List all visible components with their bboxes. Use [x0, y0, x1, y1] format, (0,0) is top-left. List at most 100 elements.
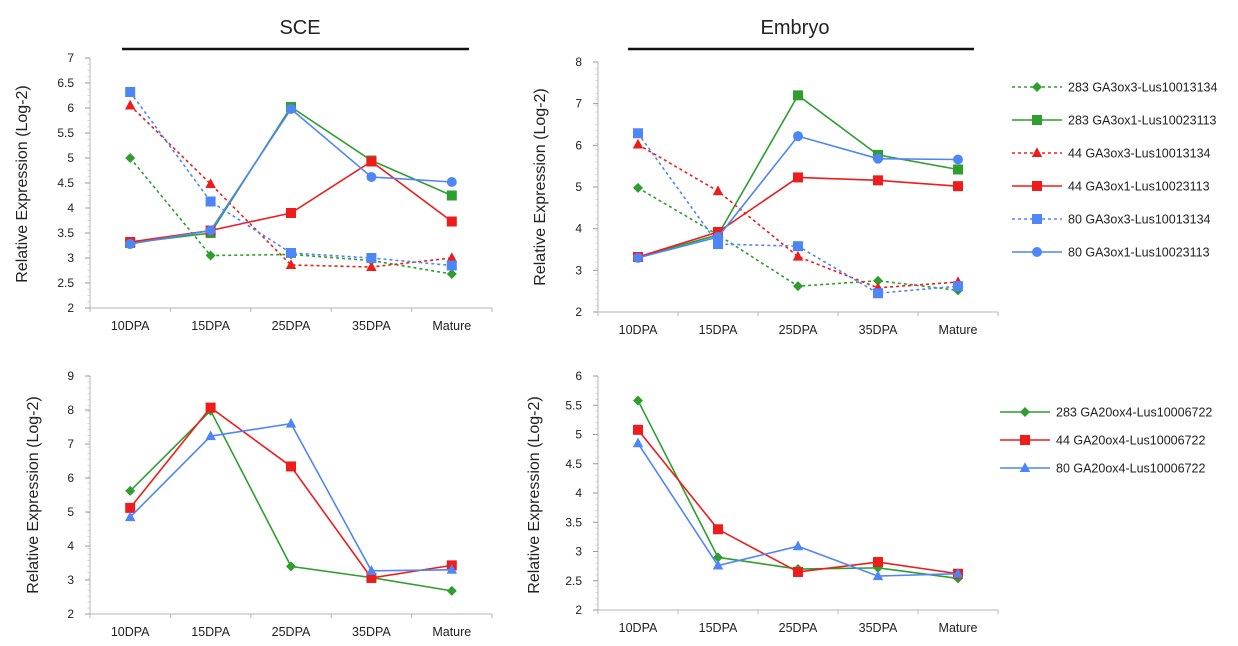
- sce-bottom-data-point: [286, 461, 296, 472]
- embryo-bottom-ylabel: Relative Expression (Log-2): [526, 396, 543, 593]
- embryo-bottom-x-tick-label: 35DPA: [859, 621, 898, 635]
- embryo-bottom-y-tick-label: 4: [575, 486, 582, 500]
- embryo-bottom-series-0: [633, 395, 963, 584]
- legend-marker: [1032, 181, 1042, 191]
- legend-entry: 80 GA20ox4-Lus10006722: [1000, 462, 1205, 476]
- sce-bottom-x-tick-label: Mature: [432, 625, 471, 639]
- sce-top-data-point: [446, 177, 457, 187]
- embryo-bottom-data-point: [633, 424, 643, 435]
- embryo-bottom-y-tick-label: 2: [575, 603, 582, 617]
- legend-entry: 44 GA20ox4-Lus10006722: [1000, 434, 1205, 448]
- sce-top-data-point: [125, 87, 136, 97]
- legend-marker: [1020, 435, 1030, 445]
- legend-entry: 283 GA20ox4-Lus10006722: [1000, 406, 1212, 420]
- sce-top-data-point: [205, 225, 216, 236]
- sce-top-data-point: [124, 99, 136, 110]
- embryo-top-data-point: [792, 250, 804, 261]
- embryo-top-series-line: [637, 187, 959, 292]
- sce-top-x-tick-label: Mature: [432, 319, 471, 333]
- embryo-top-data-point: [793, 172, 803, 183]
- embryo-top-x-tick-label: 25DPA: [779, 323, 818, 337]
- legend-entry: 283 GA3ox3-Lus10013134: [1012, 81, 1217, 95]
- sce-top-data-point: [446, 260, 457, 271]
- legend-top: 283 GA3ox3-Lus10013134 283 GA3ox1-Lus1002…: [1012, 81, 1217, 260]
- embryo-top-data-point: [873, 153, 883, 164]
- legend-entry: 44 GA3ox1-Lus10023113: [1012, 180, 1210, 194]
- sce-top-series-line: [129, 91, 452, 267]
- legend-label: 80 GA3ox1-Lus10023113: [1068, 246, 1210, 260]
- embryo-bottom-data-point: [952, 567, 964, 578]
- embryo-top-series-line: [637, 143, 959, 289]
- legend-marker: [1032, 82, 1042, 92]
- sce-bottom-data-point: [124, 511, 136, 522]
- embryo-top-data-point: [793, 281, 803, 292]
- embryo-bottom-x-tick-label: 15DPA: [699, 621, 738, 635]
- sce-bottom-data-point: [366, 565, 377, 575]
- embryo-top-series-line: [637, 135, 959, 259]
- embryo-top-data-point: [953, 154, 963, 165]
- embryo-top-data-point: [713, 232, 723, 242]
- embryo-bottom-series-2: [632, 437, 964, 581]
- sce-top-y-tick-label: 5.5: [57, 126, 74, 140]
- sce-bottom-plot: 2 3 4 5 6 7 8 9 10DPA 15DPA 25DPA 35DPA Mature: [67, 369, 493, 639]
- sce-top-x-tick-label: 10DPA: [111, 319, 150, 333]
- sce-top-x-tick-label: 25DPA: [272, 319, 311, 333]
- legend-marker: [1031, 147, 1043, 157]
- embryo-top-series-4: [633, 128, 963, 299]
- sce-top-data-point: [285, 259, 297, 269]
- sce-bottom-data-point: [446, 564, 458, 574]
- sce-top-data-point: [446, 252, 458, 262]
- sce-top-y-tick-label: 6: [67, 101, 74, 115]
- sce-top-y-tick-label: 6.5: [57, 76, 74, 90]
- legend-label: 283 GA3ox3-Lus10013134: [1068, 81, 1217, 95]
- legend-entry: 80 GA3ox3-Lus10013134: [1012, 213, 1211, 227]
- sce-title: SCE: [279, 17, 320, 39]
- embryo-top-ylabel: Relative Expression (Log-2): [532, 88, 549, 285]
- sce-bottom-y-tick-label: 6: [67, 471, 74, 485]
- sce-bottom-y-tick-label: 2: [67, 607, 74, 621]
- sce-bottom-y-tick-label: 8: [67, 403, 74, 417]
- sce-top-data-point: [286, 208, 296, 218]
- sce-bottom-x-tick-label: 35DPA: [352, 625, 391, 639]
- embryo-top-y-tick-label: 5: [575, 180, 582, 194]
- sce-top-series-1: [125, 102, 457, 248]
- embryo-bottom-y-tick-label: 6: [575, 369, 582, 383]
- legend-label: 44 GA3ox3-Lus10013134: [1068, 147, 1211, 161]
- sce-top-series-4: [125, 87, 457, 271]
- sce-top-series-2: [124, 99, 458, 271]
- embryo-bottom-series-line: [637, 429, 959, 575]
- embryo-top-series-5: [633, 131, 963, 263]
- legend-label: 44 GA3ox1-Lus10023113: [1068, 180, 1210, 194]
- sce-top-data-point: [366, 261, 377, 271]
- legend-label: 283 GA20ox4-Lus10006722: [1056, 406, 1212, 420]
- embryo-bottom-data-point: [713, 552, 723, 563]
- embryo-top-y-tick-label: 6: [575, 138, 582, 152]
- sce-bottom-x-tick-label: 15DPA: [191, 625, 230, 639]
- sce-top-ylabel: Relative Expression (Log-2): [14, 85, 31, 282]
- legend-entry: 80 GA3ox1-Lus10023113: [1012, 246, 1210, 260]
- chart-panels: 2 2.5 3 3.5 4 4.5 5 5.5 6 6.5 7 10DPA 15DPA 25DPA 35DP…: [57, 51, 999, 639]
- legend-bottom: 283 GA20ox4-Lus10006722 44 GA20ox4-Lus100…: [1000, 406, 1212, 476]
- embryo-top-y-tick-label: 3: [575, 263, 582, 277]
- embryo-top-y-tick-label: 2: [575, 305, 582, 319]
- embryo-top-x-tick-label: Mature: [939, 323, 978, 337]
- sce-bottom-data-point: [285, 417, 297, 428]
- embryo-bottom-data-point: [793, 566, 803, 577]
- sce-top-y-tick-label: 3.5: [57, 226, 74, 240]
- embryo-bottom-y-tick-label: 5.5: [565, 398, 582, 412]
- embryo-top-plot: 2 3 4 5 6 7 8 10DPA 15DPA 25DPA 35DPA Mature: [575, 55, 999, 337]
- embryo-bottom-y-tick-label: 4.5: [565, 457, 582, 471]
- embryo-top-series-line: [637, 132, 959, 295]
- sce-top-y-tick-label: 2: [67, 301, 74, 315]
- sce-bottom-x-tick-label: 10DPA: [111, 625, 150, 639]
- embryo-top-x-tick-label: 35DPA: [859, 323, 898, 337]
- sce-top-y-tick-label: 2.5: [57, 276, 74, 290]
- legend-marker: [1032, 247, 1042, 257]
- embryo-top-data-point: [632, 138, 644, 149]
- sce-top-data-point: [286, 104, 296, 114]
- sce-top-data-point: [205, 178, 216, 188]
- embryo-bottom-data-point: [713, 524, 723, 535]
- embryo-top-data-point: [713, 239, 723, 250]
